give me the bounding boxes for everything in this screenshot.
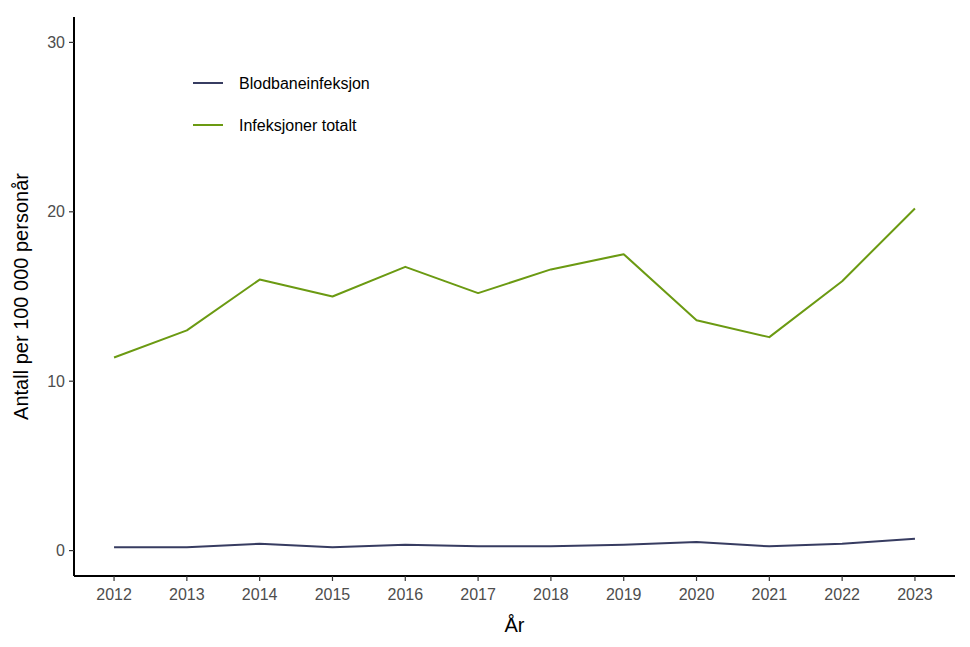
legend-label: Infeksjoner totalt [239,117,357,134]
x-tick [842,576,843,581]
y-tick-label: 0 [56,542,65,559]
x-tick-label: 2013 [169,586,205,603]
x-tick-label: 2015 [315,586,351,603]
x-axis [74,575,955,577]
x-tick [696,576,697,581]
x-tick [113,576,114,581]
y-tick [69,381,74,382]
x-tick-label: 2020 [679,586,715,603]
x-tick-label: 2018 [533,586,569,603]
y-tick [69,550,74,551]
x-tick [186,576,187,581]
series-line [114,539,915,547]
x-tick [332,576,333,581]
x-tick-label: 2017 [460,586,496,603]
x-tick [550,576,551,581]
y-tick-label: 30 [47,34,65,51]
x-tick [259,576,260,581]
series-line [114,208,915,357]
x-axis-title: År [505,614,525,636]
y-tick [69,42,74,43]
x-tick-label: 2023 [897,586,933,603]
x-tick-label: 2019 [606,586,642,603]
x-tick-label: 2014 [242,586,278,603]
y-axis [73,17,75,576]
x-tick [769,576,770,581]
y-tick [69,211,74,212]
x-tick-label: 2022 [824,586,860,603]
x-tick-label: 2012 [96,586,132,603]
x-tick-label: 2016 [387,586,423,603]
chart: 0 10 20 30 2012 2013 2014 2015 2016 2017 2018 2019 2… [0,0,970,647]
legend-label: Blodbaneinfeksjon [239,75,370,92]
plot-area [114,208,915,547]
legend-swatch [193,124,223,126]
y-tick-label: 20 [47,203,65,220]
y-axis-title: Antall per 100 000 personår [10,173,32,420]
x-tick-label: 2021 [752,586,788,603]
x-tick [477,576,478,581]
x-tick [623,576,624,581]
legend-swatch [193,82,223,84]
x-tick [405,576,406,581]
x-tick [914,576,915,581]
y-tick-label: 10 [47,373,65,390]
